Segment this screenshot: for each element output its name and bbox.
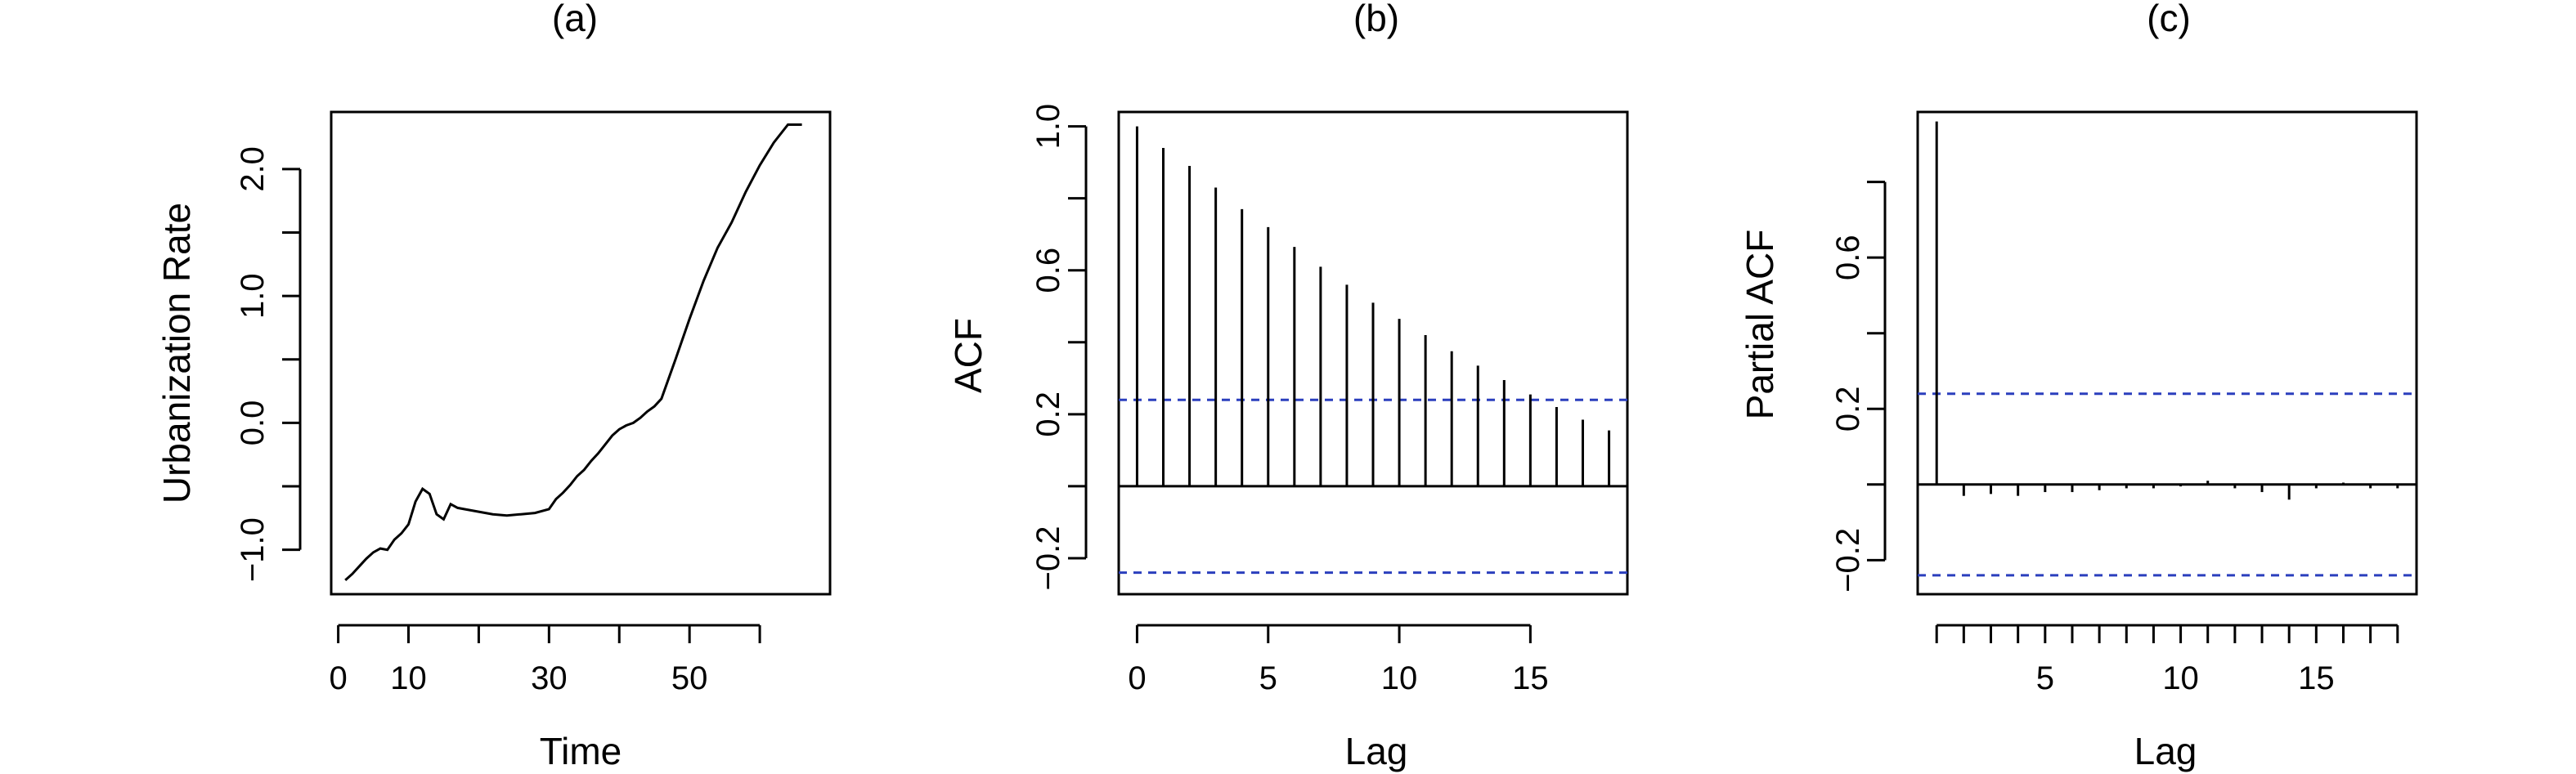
panel-a-xlabel: Time (540, 730, 622, 772)
x-tick-label: 10 (390, 660, 427, 696)
x-tick-label: 5 (1259, 660, 1277, 696)
y-tick-label: 0.6 (1830, 235, 1866, 280)
panel-c-xlabel: Lag (2134, 730, 2197, 772)
panel-a-y-axis: −1.0 0.0 1.0 2.0 (235, 146, 302, 582)
y-tick-label: 0.6 (1030, 248, 1066, 293)
y-tick-label: 0.2 (1830, 386, 1866, 432)
panel-c: (c) Lag Partial ACF 5 10 15 −0.2 0.2 0.6 (1739, 0, 2418, 772)
panel-c-y-axis: −0.2 0.2 0.6 (1830, 181, 1887, 593)
panel-b-series (1119, 126, 1627, 575)
y-tick-label: −0.2 (1830, 528, 1866, 593)
panel-a: (a) Time Urbanization Rate 0 10 30 50 −1.0 0… (155, 0, 832, 772)
x-tick-label: 5 (2036, 660, 2054, 696)
panel-c-title: (c) (2147, 0, 2191, 39)
panel-b-xlabel: Lag (1345, 730, 1408, 772)
panel-c-ylabel: Partial ACF (1739, 230, 1781, 420)
y-tick-label: 0.2 (1030, 391, 1066, 437)
panel-b-y-axis: −0.2 0.2 0.6 1.0 (1030, 104, 1088, 590)
x-tick-label: 15 (2298, 660, 2335, 696)
y-tick-label: 2.0 (235, 146, 271, 192)
panel-c-frame (1916, 110, 2418, 596)
y-tick-label: 1.0 (235, 273, 271, 319)
x-tick-label: 10 (1381, 660, 1418, 696)
panel-b-ylabel: ACF (947, 318, 990, 393)
y-tick-label: 1.0 (1030, 104, 1066, 150)
y-tick-label: −1.0 (235, 517, 271, 582)
panel-a-title: (a) (552, 0, 598, 39)
panel-a-x-axis: 0 10 30 50 (329, 624, 761, 696)
y-tick-label: 0.0 (235, 400, 271, 446)
panel-a-ylabel: Urbanization Rate (155, 203, 198, 503)
panel-b-frame (1117, 110, 1629, 596)
panel-c-series (1918, 121, 2417, 577)
x-tick-label: 30 (531, 660, 568, 696)
panel-a-frame (330, 110, 832, 596)
x-tick-label: 15 (1512, 660, 1549, 696)
urbanization-line (344, 123, 802, 582)
panel-b-title: (b) (1353, 0, 1399, 39)
y-tick-label: −0.2 (1030, 526, 1066, 590)
x-tick-label: 0 (1128, 660, 1146, 696)
x-tick-label: 10 (2162, 660, 2199, 696)
panel-a-series (344, 123, 802, 582)
x-tick-label: 50 (671, 660, 708, 696)
panel-b: (b) Lag ACF 0 5 10 15 −0.2 0.2 0.6 1.0 (947, 0, 1629, 772)
panel-c-x-axis: 5 10 15 (1935, 624, 2399, 696)
x-tick-label: 0 (329, 660, 347, 696)
panel-b-x-axis: 0 5 10 15 (1128, 624, 1549, 696)
